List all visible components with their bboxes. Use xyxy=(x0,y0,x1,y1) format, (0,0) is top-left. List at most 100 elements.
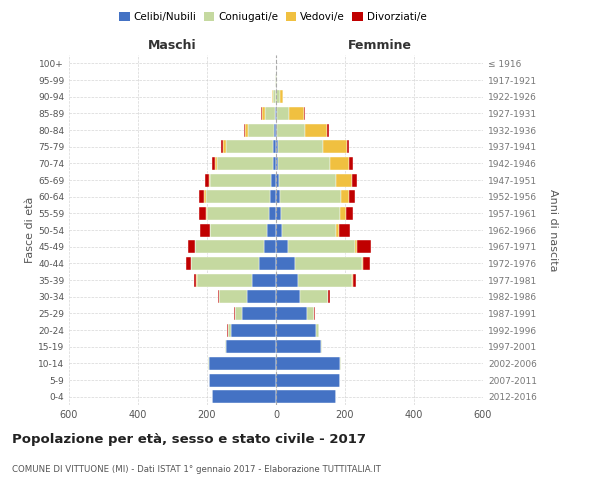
Bar xyxy=(330,157,349,170)
Bar xyxy=(248,124,274,136)
Bar xyxy=(259,257,276,270)
Bar xyxy=(337,174,352,186)
Bar xyxy=(347,140,349,153)
Bar xyxy=(276,107,277,120)
Bar xyxy=(268,224,276,236)
Bar xyxy=(276,357,340,370)
Bar xyxy=(264,240,276,253)
Bar xyxy=(252,274,276,286)
Text: Popolazione per età, sesso e stato civile - 2017: Popolazione per età, sesso e stato civil… xyxy=(12,432,366,446)
Bar xyxy=(211,174,271,186)
Bar xyxy=(352,174,357,186)
Bar xyxy=(276,124,277,136)
Bar xyxy=(247,290,276,303)
Bar xyxy=(276,174,280,186)
Bar xyxy=(280,174,337,186)
Bar xyxy=(215,157,217,170)
Bar xyxy=(276,240,288,253)
Bar xyxy=(276,190,280,203)
Bar xyxy=(276,74,277,86)
Bar xyxy=(276,274,298,286)
Y-axis label: Anni di nascita: Anni di nascita xyxy=(548,188,558,271)
Bar xyxy=(219,290,247,303)
Bar xyxy=(277,90,280,103)
Bar xyxy=(208,357,209,370)
Bar xyxy=(276,340,321,353)
Bar xyxy=(275,107,276,120)
Legend: Celibi/Nubili, Coniugati/e, Vedovi/e, Divorziati/e: Celibi/Nubili, Coniugati/e, Vedovi/e, Di… xyxy=(115,8,431,26)
Bar xyxy=(218,290,219,303)
Bar xyxy=(277,107,289,120)
Bar xyxy=(226,340,276,353)
Bar xyxy=(323,140,347,153)
Bar xyxy=(270,190,276,203)
Bar xyxy=(223,140,226,153)
Y-axis label: Fasce di età: Fasce di età xyxy=(25,197,35,263)
Bar xyxy=(276,140,278,153)
Text: COMUNE DI VITTUONE (MI) - Dati ISTAT 1° gennaio 2017 - Elaborazione TUTTITALIA.I: COMUNE DI VITTUONE (MI) - Dati ISTAT 1° … xyxy=(12,465,381,474)
Bar xyxy=(349,190,355,203)
Bar xyxy=(341,190,349,203)
Bar xyxy=(244,124,245,136)
Bar xyxy=(271,174,276,186)
Bar xyxy=(289,107,304,120)
Bar xyxy=(280,190,341,203)
Bar xyxy=(357,240,371,253)
Bar xyxy=(209,357,276,370)
Bar xyxy=(221,140,223,153)
Bar xyxy=(340,357,341,370)
Bar xyxy=(280,90,283,103)
Bar xyxy=(276,324,316,336)
Bar xyxy=(217,157,272,170)
Bar xyxy=(199,207,206,220)
Bar xyxy=(275,74,276,86)
Bar xyxy=(281,207,340,220)
Bar xyxy=(276,374,340,386)
Bar xyxy=(206,207,207,220)
Bar xyxy=(205,174,209,186)
Bar xyxy=(276,307,307,320)
Bar xyxy=(277,124,305,136)
Bar xyxy=(226,140,272,153)
Bar xyxy=(298,274,352,286)
Bar xyxy=(276,157,278,170)
Bar xyxy=(207,207,269,220)
Bar xyxy=(228,324,231,336)
Bar xyxy=(200,224,210,236)
Bar xyxy=(288,240,355,253)
Bar xyxy=(276,257,295,270)
Bar xyxy=(339,224,350,236)
Bar xyxy=(352,274,353,286)
Bar xyxy=(328,124,329,136)
Bar xyxy=(199,190,204,203)
Bar xyxy=(195,240,264,253)
Bar xyxy=(272,90,273,103)
Bar xyxy=(346,207,353,220)
Bar xyxy=(262,107,265,120)
Bar xyxy=(245,124,248,136)
Bar xyxy=(204,190,206,203)
Bar xyxy=(234,307,235,320)
Bar xyxy=(261,107,262,120)
Bar xyxy=(305,124,328,136)
Bar xyxy=(191,257,259,270)
Bar xyxy=(241,307,276,320)
Bar xyxy=(209,174,211,186)
Bar xyxy=(349,157,353,170)
Text: Maschi: Maschi xyxy=(148,38,197,52)
Bar xyxy=(328,290,330,303)
Bar xyxy=(276,207,281,220)
Bar xyxy=(335,224,339,236)
Bar xyxy=(186,257,191,270)
Bar xyxy=(210,224,211,236)
Bar xyxy=(225,340,226,353)
Bar xyxy=(314,307,315,320)
Bar xyxy=(274,124,276,136)
Bar xyxy=(231,324,276,336)
Bar xyxy=(362,257,363,270)
Bar xyxy=(273,90,275,103)
Bar xyxy=(188,240,194,253)
Bar xyxy=(194,274,196,286)
Bar xyxy=(340,207,346,220)
Bar xyxy=(278,140,323,153)
